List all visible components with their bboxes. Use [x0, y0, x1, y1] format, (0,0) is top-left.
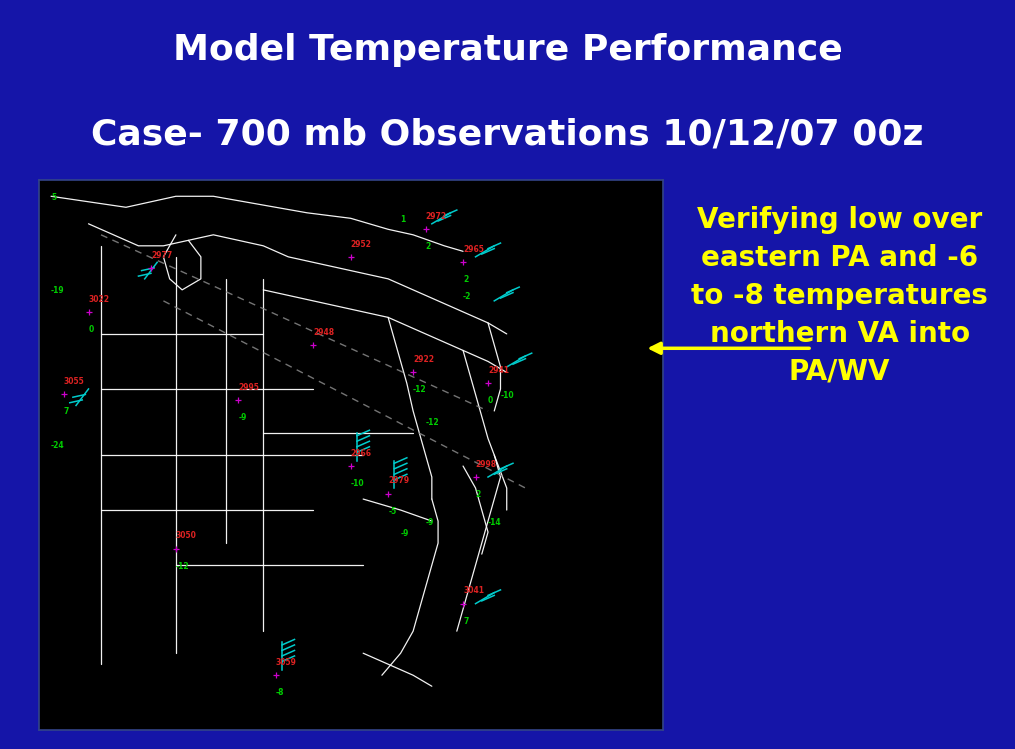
Text: -8: -8 — [276, 688, 284, 697]
Text: -14: -14 — [488, 518, 501, 527]
Text: 0: 0 — [488, 396, 493, 405]
Text: -10: -10 — [351, 479, 364, 488]
Text: 2922: 2922 — [413, 355, 434, 364]
Text: 3059: 3059 — [276, 658, 296, 667]
Text: 1: 1 — [401, 215, 406, 224]
Text: -12: -12 — [176, 562, 190, 571]
Text: 2: 2 — [425, 243, 430, 252]
Text: 2972: 2972 — [425, 212, 447, 221]
Text: 2965: 2965 — [463, 245, 484, 254]
Text: -2: -2 — [463, 292, 471, 301]
Text: 2948: 2948 — [314, 327, 334, 336]
Text: -12: -12 — [413, 386, 426, 395]
Text: 2966: 2966 — [351, 449, 371, 458]
Text: -12: -12 — [425, 419, 439, 428]
Text: -19: -19 — [51, 286, 65, 295]
Text: 2: 2 — [475, 490, 481, 499]
Text: -10: -10 — [500, 391, 515, 400]
Text: -9: -9 — [425, 518, 434, 527]
Text: -5: -5 — [388, 506, 397, 515]
Text: 0: 0 — [88, 325, 93, 334]
Text: 7: 7 — [64, 407, 69, 416]
Text: 2: 2 — [463, 276, 468, 285]
Text: 3041: 3041 — [463, 586, 484, 595]
Text: 7: 7 — [463, 616, 468, 625]
Text: 2977: 2977 — [151, 251, 173, 260]
Text: -9: -9 — [401, 529, 409, 538]
Text: Verifying low over
eastern PA and -6
to -8 temperatures
northern VA into
PA/WV: Verifying low over eastern PA and -6 to … — [691, 206, 988, 386]
Text: Model Temperature Performance: Model Temperature Performance — [173, 34, 842, 67]
Text: 2952: 2952 — [351, 240, 371, 249]
Text: 3055: 3055 — [64, 377, 84, 386]
Text: -24: -24 — [51, 440, 65, 449]
Text: 2979: 2979 — [388, 476, 409, 485]
Text: 3022: 3022 — [88, 294, 110, 303]
Text: 2998: 2998 — [475, 460, 496, 469]
Text: -9: -9 — [239, 413, 247, 422]
Text: 2995: 2995 — [239, 383, 259, 392]
Text: 2941: 2941 — [488, 366, 509, 375]
Text: 5: 5 — [51, 192, 56, 201]
Text: Case- 700 mb Observations 10/12/07 00z: Case- 700 mb Observations 10/12/07 00z — [91, 118, 924, 152]
Text: 3050: 3050 — [176, 531, 197, 540]
